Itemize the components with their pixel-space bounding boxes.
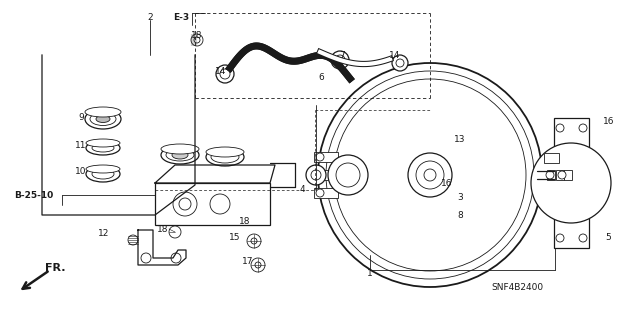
Text: 8: 8 xyxy=(457,211,463,219)
Bar xyxy=(556,170,564,180)
Ellipse shape xyxy=(92,144,114,152)
Bar xyxy=(544,153,559,163)
FancyBboxPatch shape xyxy=(155,183,270,225)
Circle shape xyxy=(416,161,444,189)
Circle shape xyxy=(396,59,404,67)
Circle shape xyxy=(247,234,261,248)
Text: 13: 13 xyxy=(454,136,466,145)
Text: 17: 17 xyxy=(243,257,253,266)
Circle shape xyxy=(311,170,321,180)
Text: FR.: FR. xyxy=(45,263,65,273)
Text: 9: 9 xyxy=(78,113,84,122)
Circle shape xyxy=(318,63,542,287)
Ellipse shape xyxy=(85,107,121,117)
Bar xyxy=(547,170,555,180)
Circle shape xyxy=(408,153,452,197)
Ellipse shape xyxy=(161,146,199,164)
Text: 15: 15 xyxy=(229,233,241,241)
Circle shape xyxy=(171,253,181,263)
Ellipse shape xyxy=(166,149,194,161)
Text: 4: 4 xyxy=(299,186,305,195)
Circle shape xyxy=(316,171,324,179)
Text: 5: 5 xyxy=(605,234,611,242)
Ellipse shape xyxy=(92,169,114,179)
Text: 18: 18 xyxy=(239,218,251,226)
Circle shape xyxy=(546,171,554,179)
Ellipse shape xyxy=(86,139,120,147)
Bar xyxy=(314,188,338,198)
Bar xyxy=(554,118,589,248)
Text: 14: 14 xyxy=(389,51,401,61)
Ellipse shape xyxy=(86,166,120,182)
Text: 14: 14 xyxy=(215,68,227,77)
Text: SNF4B2400: SNF4B2400 xyxy=(491,283,543,292)
Text: 16: 16 xyxy=(441,179,452,188)
Text: 16: 16 xyxy=(604,117,615,127)
Circle shape xyxy=(169,226,181,238)
Text: 10: 10 xyxy=(76,167,87,176)
Circle shape xyxy=(558,171,566,179)
Circle shape xyxy=(424,169,436,181)
Circle shape xyxy=(210,194,230,214)
Circle shape xyxy=(251,258,265,272)
Ellipse shape xyxy=(211,151,239,163)
Text: 1: 1 xyxy=(367,270,373,278)
Ellipse shape xyxy=(161,144,199,154)
Ellipse shape xyxy=(96,115,110,122)
Text: 6: 6 xyxy=(318,73,324,83)
Circle shape xyxy=(251,238,257,244)
Text: 7: 7 xyxy=(339,50,345,60)
Circle shape xyxy=(194,37,200,43)
Ellipse shape xyxy=(85,109,121,129)
Bar xyxy=(564,170,572,180)
Circle shape xyxy=(316,153,324,161)
Circle shape xyxy=(216,65,234,83)
Text: B-25-10: B-25-10 xyxy=(14,190,54,199)
Circle shape xyxy=(531,143,611,223)
Circle shape xyxy=(556,234,564,242)
Ellipse shape xyxy=(86,165,120,173)
Circle shape xyxy=(579,234,587,242)
Circle shape xyxy=(316,189,324,197)
Text: 2: 2 xyxy=(147,13,153,23)
Circle shape xyxy=(334,79,526,271)
Circle shape xyxy=(328,155,368,195)
Ellipse shape xyxy=(90,113,116,125)
Circle shape xyxy=(579,124,587,132)
Circle shape xyxy=(331,51,349,69)
Bar xyxy=(314,170,338,180)
Circle shape xyxy=(556,124,564,132)
Circle shape xyxy=(326,71,534,279)
Bar xyxy=(314,152,338,162)
Circle shape xyxy=(191,34,203,46)
Circle shape xyxy=(141,253,151,263)
Text: 18: 18 xyxy=(157,226,169,234)
Circle shape xyxy=(335,55,345,65)
Ellipse shape xyxy=(206,147,244,157)
Ellipse shape xyxy=(206,148,244,166)
Text: E-3: E-3 xyxy=(173,13,189,23)
Circle shape xyxy=(336,163,360,187)
Circle shape xyxy=(220,69,230,79)
Text: 11: 11 xyxy=(76,142,87,151)
Ellipse shape xyxy=(86,141,120,155)
Circle shape xyxy=(179,198,191,210)
Circle shape xyxy=(306,165,326,185)
Text: 18: 18 xyxy=(191,31,203,40)
Text: 12: 12 xyxy=(99,228,109,238)
Ellipse shape xyxy=(172,151,188,159)
Circle shape xyxy=(173,192,197,216)
Circle shape xyxy=(128,235,138,245)
Circle shape xyxy=(255,262,261,268)
Text: 3: 3 xyxy=(457,192,463,202)
Circle shape xyxy=(392,55,408,71)
